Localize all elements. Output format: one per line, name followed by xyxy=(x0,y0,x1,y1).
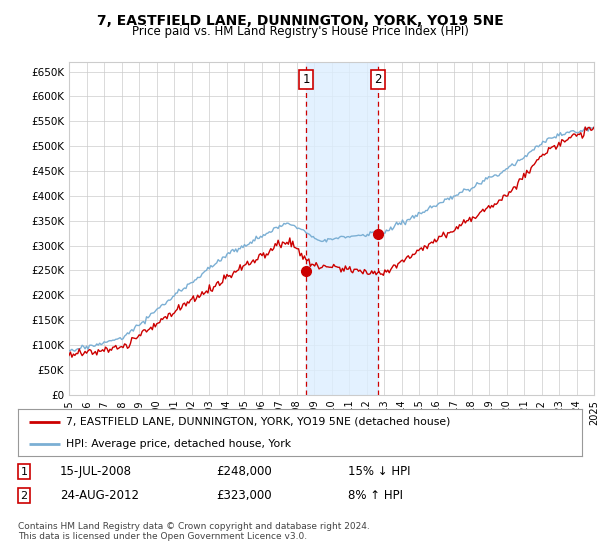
Text: 7, EASTFIELD LANE, DUNNINGTON, YORK, YO19 5NE: 7, EASTFIELD LANE, DUNNINGTON, YORK, YO1… xyxy=(97,14,503,28)
Text: Contains HM Land Registry data © Crown copyright and database right 2024.
This d: Contains HM Land Registry data © Crown c… xyxy=(18,522,370,542)
Text: 1: 1 xyxy=(20,466,28,477)
Text: £248,000: £248,000 xyxy=(216,465,272,478)
Text: HPI: Average price, detached house, York: HPI: Average price, detached house, York xyxy=(66,438,291,449)
Text: 1: 1 xyxy=(302,73,310,86)
Bar xyxy=(306,62,378,395)
Text: 15-JUL-2008: 15-JUL-2008 xyxy=(60,465,132,478)
Text: Price paid vs. HM Land Registry's House Price Index (HPI): Price paid vs. HM Land Registry's House … xyxy=(131,25,469,38)
Text: 7, EASTFIELD LANE, DUNNINGTON, YORK, YO19 5NE (detached house): 7, EASTFIELD LANE, DUNNINGTON, YORK, YO1… xyxy=(66,417,451,427)
Text: 24-AUG-2012: 24-AUG-2012 xyxy=(60,489,139,502)
Text: 2: 2 xyxy=(20,491,28,501)
Text: 2: 2 xyxy=(374,73,382,86)
Text: 8% ↑ HPI: 8% ↑ HPI xyxy=(348,489,403,502)
Text: 15% ↓ HPI: 15% ↓ HPI xyxy=(348,465,410,478)
Text: £323,000: £323,000 xyxy=(216,489,272,502)
